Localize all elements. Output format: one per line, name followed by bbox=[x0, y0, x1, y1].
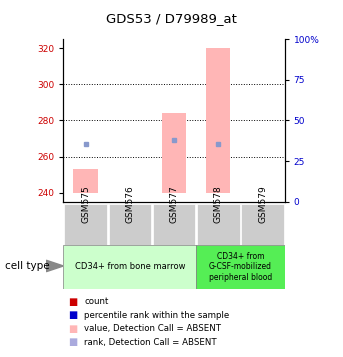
Bar bbox=[73, 169, 98, 193]
Bar bbox=[162, 113, 186, 193]
FancyBboxPatch shape bbox=[197, 204, 239, 245]
Text: CD34+ from
G-CSF-mobilized
peripheral blood: CD34+ from G-CSF-mobilized peripheral bl… bbox=[209, 252, 272, 282]
Text: GSM578: GSM578 bbox=[214, 185, 223, 223]
Text: GSM577: GSM577 bbox=[169, 185, 179, 223]
Polygon shape bbox=[46, 260, 63, 272]
FancyBboxPatch shape bbox=[109, 204, 151, 245]
FancyBboxPatch shape bbox=[196, 245, 285, 289]
Bar bbox=[206, 48, 230, 193]
Text: CD34+ from bone marrow: CD34+ from bone marrow bbox=[74, 262, 185, 271]
FancyBboxPatch shape bbox=[64, 204, 107, 245]
Text: GSM575: GSM575 bbox=[81, 185, 90, 223]
Text: ■: ■ bbox=[69, 310, 78, 320]
Text: rank, Detection Call = ABSENT: rank, Detection Call = ABSENT bbox=[84, 338, 217, 347]
Text: count: count bbox=[84, 297, 108, 306]
Text: ■: ■ bbox=[69, 337, 78, 347]
Text: cell type: cell type bbox=[5, 261, 50, 271]
FancyBboxPatch shape bbox=[241, 204, 284, 245]
Text: percentile rank within the sample: percentile rank within the sample bbox=[84, 311, 229, 320]
FancyBboxPatch shape bbox=[153, 204, 195, 245]
Text: ■: ■ bbox=[69, 297, 78, 307]
Text: ■: ■ bbox=[69, 324, 78, 334]
Text: value, Detection Call = ABSENT: value, Detection Call = ABSENT bbox=[84, 324, 221, 333]
Text: GSM579: GSM579 bbox=[258, 185, 267, 223]
Text: GSM576: GSM576 bbox=[125, 185, 134, 223]
Text: GDS53 / D79989_at: GDS53 / D79989_at bbox=[106, 12, 237, 25]
FancyBboxPatch shape bbox=[63, 245, 196, 289]
